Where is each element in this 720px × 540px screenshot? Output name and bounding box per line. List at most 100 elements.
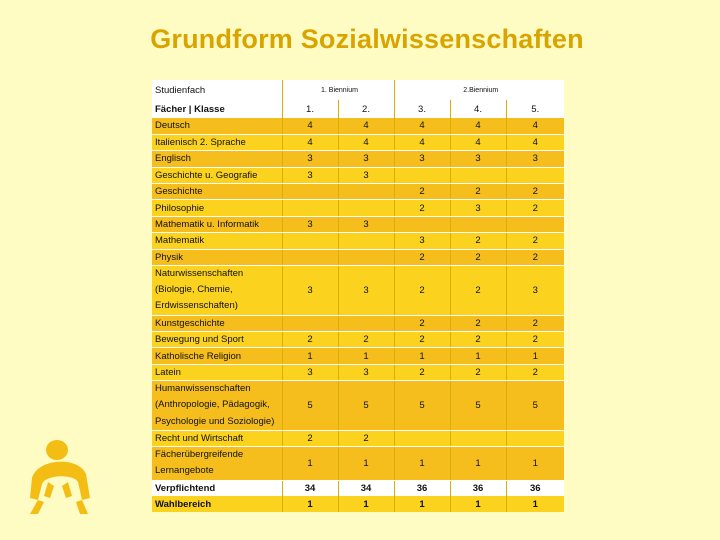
hours-cell bbox=[393, 216, 450, 234]
subject-label: Verpflichtend bbox=[152, 480, 282, 497]
hours-cell: 3 bbox=[449, 150, 506, 168]
header-row-top: Studienfach 1. Biennium 2.Biennium bbox=[152, 80, 564, 100]
hours-cell bbox=[337, 249, 394, 267]
hours-cell bbox=[449, 216, 506, 234]
subject-label: Philosophie bbox=[152, 199, 282, 217]
hours-cell: 3 bbox=[281, 216, 338, 234]
hours-cell: 3 bbox=[281, 167, 338, 185]
hours-cell: 4 bbox=[337, 134, 394, 152]
hours-cell: 36 bbox=[393, 480, 450, 497]
hours-cell: 2 bbox=[505, 331, 564, 349]
hours-cell: 2 bbox=[449, 315, 506, 333]
subject-label: Bewegung und Sport bbox=[152, 331, 282, 349]
table-row: Recht und Wirtschaft 2 2 bbox=[152, 430, 564, 448]
subject-label: Englisch bbox=[152, 150, 282, 168]
table-row: Fächerübergreifende Lernangebote 1 1 1 1 1 bbox=[152, 446, 564, 481]
class-header: 2. bbox=[337, 100, 394, 118]
table-row: Bewegung und Sport 2 2 2 2 2 bbox=[152, 331, 564, 349]
hours-cell: 1 bbox=[505, 496, 564, 513]
hours-cell: 1 bbox=[337, 446, 394, 481]
hours-cell: 2 bbox=[393, 265, 450, 316]
hours-cell: 2 bbox=[393, 331, 450, 349]
hours-cell: 1 bbox=[449, 496, 506, 513]
hours-cell: 3 bbox=[449, 199, 506, 217]
hours-cell: 2 bbox=[505, 364, 564, 382]
table-row: Geschichte u. Geografie 3 3 bbox=[152, 167, 564, 185]
hours-cell: 1 bbox=[393, 446, 450, 481]
biennium-1-header: 1. Biennium bbox=[281, 80, 394, 100]
hours-cell: 2 bbox=[449, 331, 506, 349]
hours-cell: 4 bbox=[281, 134, 338, 152]
hours-cell: 3 bbox=[337, 216, 394, 234]
subject-label: Humanwissenschaften (Anthropologie, Pädag… bbox=[152, 380, 282, 431]
table-row: Humanwissenschaften (Anthropologie, Pädag… bbox=[152, 380, 564, 431]
subject-label: Italienisch 2. Sprache bbox=[152, 134, 282, 152]
class-header: 1. bbox=[281, 100, 338, 118]
hours-cell: 4 bbox=[505, 118, 564, 135]
hours-cell: 3 bbox=[337, 364, 394, 382]
table-row: Italienisch 2. Sprache 4 4 4 4 4 bbox=[152, 134, 564, 152]
hours-cell: 36 bbox=[505, 480, 564, 497]
hours-cell: 2 bbox=[449, 183, 506, 201]
hours-cell: 5 bbox=[281, 380, 338, 431]
hours-cell: 1 bbox=[505, 446, 564, 481]
hours-cell: 2 bbox=[337, 331, 394, 349]
hours-cell: 34 bbox=[281, 480, 338, 497]
hours-cell: 1 bbox=[281, 347, 338, 365]
hours-cell: 3 bbox=[393, 232, 450, 250]
hours-cell: 2 bbox=[505, 183, 564, 201]
hours-cell: 4 bbox=[505, 134, 564, 152]
subject-label: Geschichte bbox=[152, 183, 282, 201]
hours-cell: 4 bbox=[337, 118, 394, 135]
hours-cell bbox=[449, 430, 506, 448]
hours-cell: 2 bbox=[281, 430, 338, 448]
hours-cell: 1 bbox=[505, 347, 564, 365]
hours-cell: 2 bbox=[393, 315, 450, 333]
total-row: Verpflichtend 34 34 36 36 36 bbox=[152, 480, 564, 497]
subject-label: Latein bbox=[152, 364, 282, 382]
hours-cell bbox=[449, 167, 506, 185]
table-row: Philosophie 2 3 2 bbox=[152, 199, 564, 217]
hours-cell bbox=[281, 183, 338, 201]
subject-label: Mathematik u. Informatik bbox=[152, 216, 282, 234]
hours-cell: 4 bbox=[449, 118, 506, 135]
hours-cell bbox=[281, 199, 338, 217]
hours-cell bbox=[505, 430, 564, 448]
class-header: 3. bbox=[393, 100, 450, 118]
class-header: 4. bbox=[449, 100, 506, 118]
hours-cell: 2 bbox=[393, 249, 450, 267]
hours-cell bbox=[505, 167, 564, 185]
subject-label: Recht und Wirtschaft bbox=[152, 430, 282, 448]
hours-cell: 1 bbox=[337, 347, 394, 365]
corner-bottom-label: Fächer | Klasse bbox=[152, 100, 282, 118]
hours-cell: 2 bbox=[449, 249, 506, 267]
hours-cell: 2 bbox=[393, 364, 450, 382]
hours-cell: 2 bbox=[393, 199, 450, 217]
hours-cell: 4 bbox=[393, 134, 450, 152]
hours-cell: 2 bbox=[505, 232, 564, 250]
hours-cell: 2 bbox=[505, 199, 564, 217]
hours-cell: 3 bbox=[281, 265, 338, 316]
hours-cell: 2 bbox=[505, 249, 564, 267]
table-row: Katholische Religion 1 1 1 1 1 bbox=[152, 347, 564, 365]
hours-cell bbox=[281, 249, 338, 267]
table-row: Naturwissenschaften (Biologie, Chemie, Erd… bbox=[152, 265, 564, 316]
subject-label: Physik bbox=[152, 249, 282, 267]
hours-cell bbox=[505, 216, 564, 234]
hours-cell bbox=[337, 232, 394, 250]
hours-cell: 2 bbox=[449, 265, 506, 316]
table-row: Englisch 3 3 3 3 3 bbox=[152, 150, 564, 168]
hours-cell bbox=[281, 315, 338, 333]
page-title: Grundform Sozialwissenschaften bbox=[150, 24, 584, 54]
hours-cell: 34 bbox=[337, 480, 394, 497]
table-row: Kunstgeschichte 2 2 2 bbox=[152, 315, 564, 333]
hours-cell: 3 bbox=[337, 150, 394, 168]
subject-label: Katholische Religion bbox=[152, 347, 282, 365]
hours-cell: 1 bbox=[449, 446, 506, 481]
hours-cell: 2 bbox=[337, 430, 394, 448]
hours-cell: 1 bbox=[337, 496, 394, 513]
hours-cell: 4 bbox=[449, 134, 506, 152]
hours-cell bbox=[281, 232, 338, 250]
biennium-2-header: 2.Biennium bbox=[393, 80, 564, 100]
subject-label: Mathematik bbox=[152, 232, 282, 250]
